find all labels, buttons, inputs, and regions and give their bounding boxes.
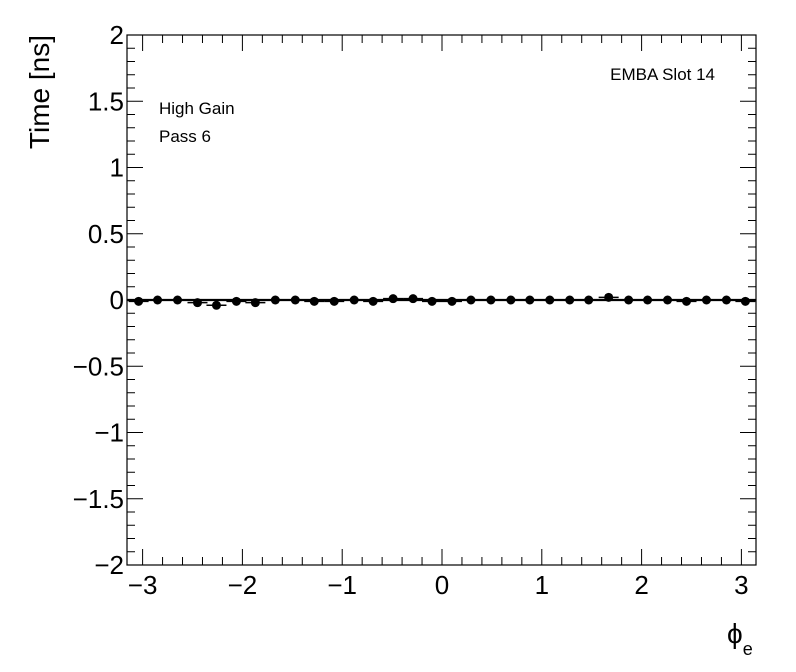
data-point — [721, 295, 731, 305]
data-point — [309, 296, 319, 306]
data-point — [624, 295, 634, 305]
y-tick-label: 1 — [110, 153, 124, 183]
data-point — [701, 295, 711, 305]
data-point — [584, 295, 594, 305]
x-tick-label: 2 — [634, 570, 648, 600]
data-point — [525, 295, 535, 305]
data-point — [368, 296, 378, 306]
data-point — [290, 295, 300, 305]
data-point — [408, 294, 418, 304]
x-tick-labels: −3 −2 −1 0 1 2 3 — [128, 570, 749, 600]
data-point — [349, 295, 359, 305]
data-point — [682, 296, 692, 306]
y-tick-label: 1.5 — [88, 86, 124, 116]
data-points — [128, 292, 756, 310]
slot-annotation: EMBA Slot 14 — [610, 65, 715, 84]
y-tick-label: 0.5 — [88, 219, 124, 249]
data-point — [388, 294, 398, 304]
y-tick-label: −0.5 — [73, 351, 124, 381]
data-point — [643, 295, 653, 305]
data-point — [447, 296, 457, 306]
y-tick-label: 0 — [110, 285, 124, 315]
data-point — [192, 298, 202, 308]
x-axis-subscript: e — [743, 639, 753, 659]
x-tick-label: 1 — [535, 570, 549, 600]
data-point — [506, 295, 516, 305]
data-point — [427, 296, 437, 306]
x-tick-label: −1 — [327, 570, 357, 600]
y-tick-labels: −2 −1.5 −1 −0.5 0 0.5 1 1.5 2 — [73, 20, 124, 580]
x-tick-label: −3 — [128, 570, 158, 600]
data-point — [466, 295, 476, 305]
y-tick-label: 2 — [110, 20, 124, 50]
y-axis-label: Time [ns] — [24, 35, 55, 149]
data-point — [565, 295, 575, 305]
data-point — [211, 300, 221, 310]
data-point — [329, 296, 339, 306]
pass-annotation: Pass 6 — [159, 127, 211, 146]
x-tick-label: 0 — [435, 570, 449, 600]
data-point — [663, 295, 673, 305]
minor-ticks — [127, 35, 756, 565]
x-tick-label: −2 — [228, 570, 258, 600]
data-point — [134, 296, 144, 306]
data-point — [231, 296, 241, 306]
x-tick-label: 3 — [734, 570, 748, 600]
data-point — [486, 295, 496, 305]
data-point — [545, 295, 555, 305]
data-point — [153, 295, 163, 305]
gain-annotation: High Gain — [159, 99, 235, 118]
x-axis-label: ϕe — [727, 618, 753, 659]
data-point — [740, 296, 750, 306]
data-point — [250, 298, 260, 308]
y-tick-label: −2 — [94, 550, 124, 580]
data-point — [604, 292, 614, 302]
x-axis-symbol: ϕ — [727, 618, 743, 649]
data-point — [270, 295, 280, 305]
major-ticks — [127, 34, 756, 566]
data-point — [173, 295, 183, 305]
y-tick-label: −1.5 — [73, 484, 124, 514]
y-tick-label: −1 — [94, 418, 124, 448]
